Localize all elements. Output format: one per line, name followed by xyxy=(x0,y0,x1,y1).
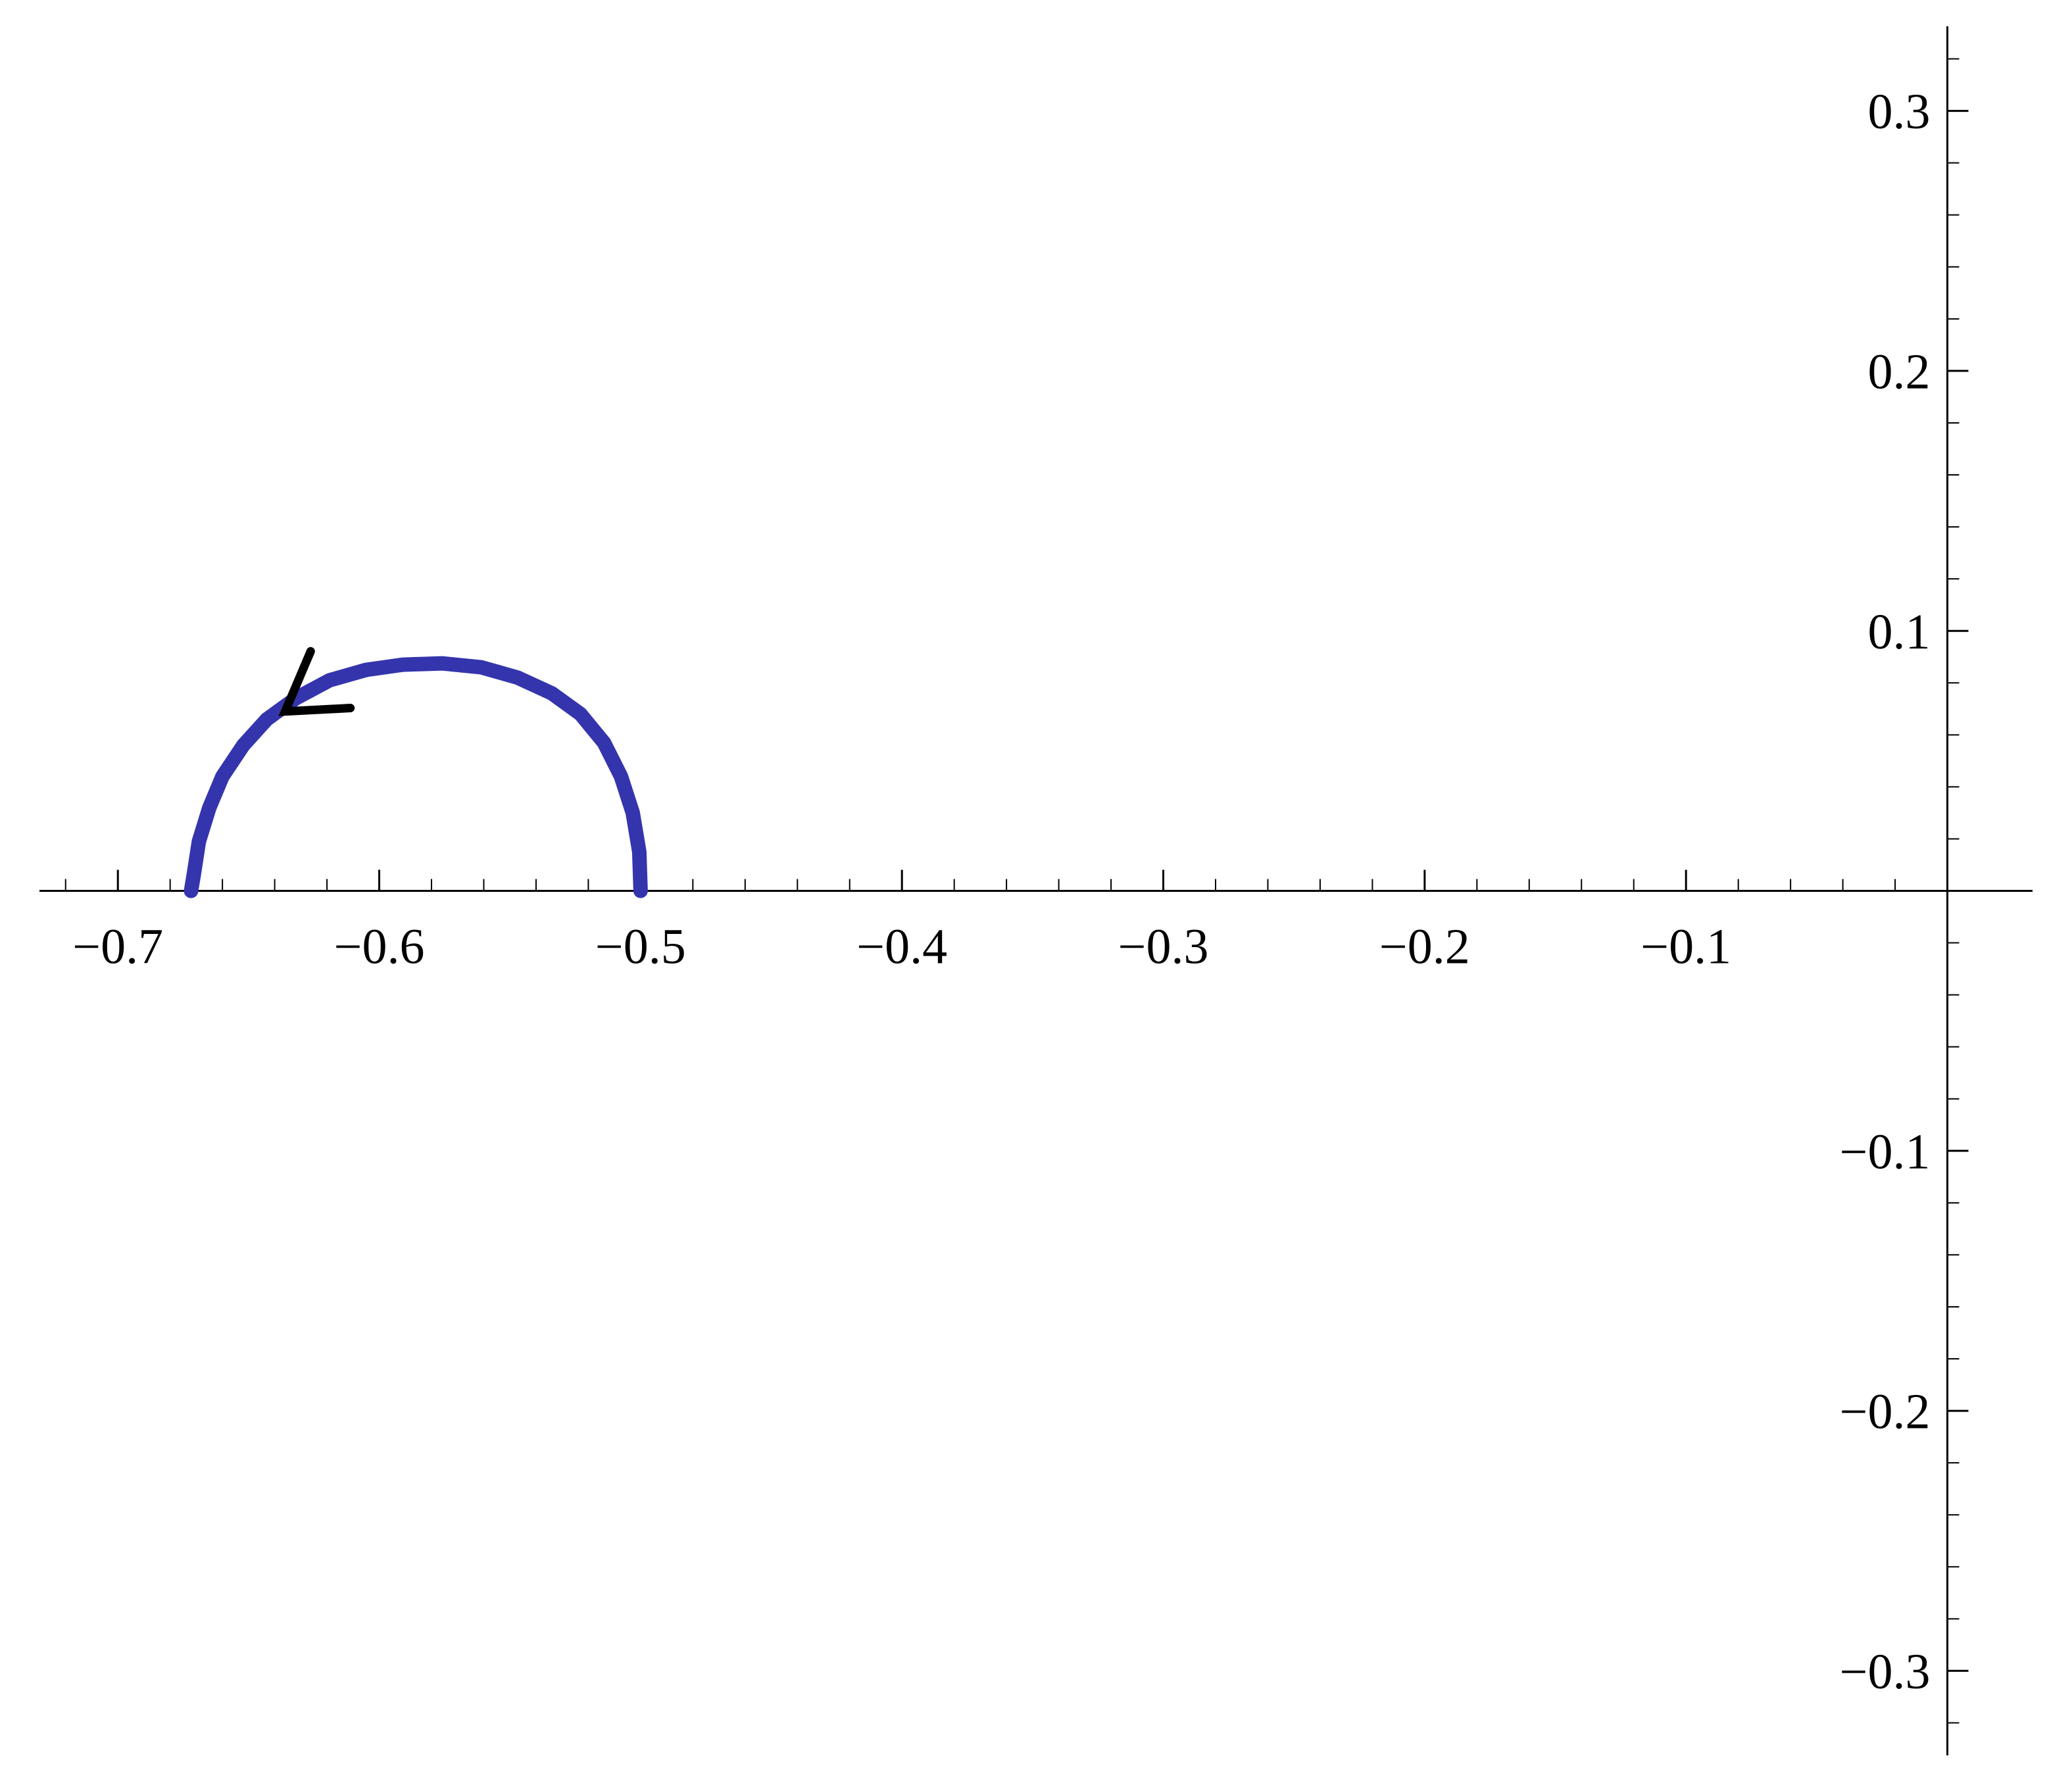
x-tick-label: −0.4 xyxy=(856,919,947,975)
y-tick-label: 0.2 xyxy=(1868,344,1931,399)
y-tick-label: −0.3 xyxy=(1840,1644,1931,1699)
x-tick-label: −0.5 xyxy=(595,919,686,975)
plot-svg: −0.7 −0.6 −0.5 −0.4 −0.3 −0.2 −0.1 0.3 0.2 0.1 −0.… xyxy=(0,0,2072,1782)
x-tick-label: −0.7 xyxy=(72,919,163,975)
x-tick-label: −0.3 xyxy=(1118,919,1209,975)
y-tick-label: 0.1 xyxy=(1868,604,1931,660)
x-tick-label: −0.2 xyxy=(1379,919,1470,975)
plot-container: −0.7 −0.6 −0.5 −0.4 −0.3 −0.2 −0.1 0.3 0.2 0.1 −0.… xyxy=(0,0,2072,1782)
y-tick-label: 0.3 xyxy=(1868,84,1931,139)
y-tick-label: −0.2 xyxy=(1840,1384,1931,1440)
x-tick-label: −0.1 xyxy=(1640,919,1731,975)
y-tick-label: −0.1 xyxy=(1840,1124,1931,1179)
curve-arc xyxy=(191,664,640,891)
x-tick-label: −0.6 xyxy=(334,919,425,975)
